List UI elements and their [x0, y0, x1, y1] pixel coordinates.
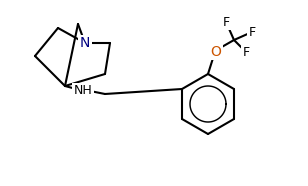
Text: F: F: [222, 15, 229, 28]
Text: NH: NH: [74, 84, 92, 97]
Text: F: F: [242, 46, 249, 59]
Text: N: N: [80, 36, 90, 50]
Text: O: O: [211, 45, 221, 59]
Text: F: F: [249, 25, 256, 39]
